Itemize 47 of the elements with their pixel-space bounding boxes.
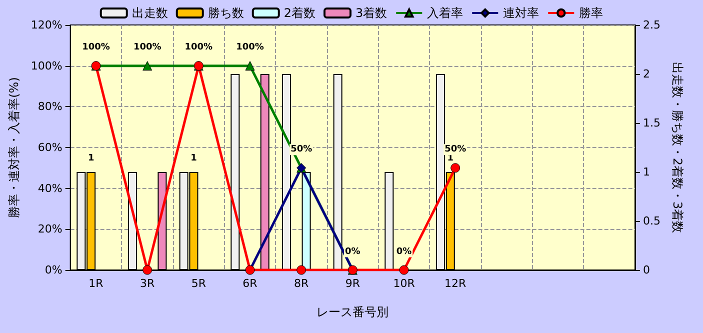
y2-tick-label: 0 (643, 264, 650, 276)
x-tick-label: 10R (393, 277, 416, 290)
y2-axis-title: 出走数・勝ち数・2着数・3着数 (670, 62, 684, 234)
point (245, 61, 255, 71)
data-label: 100% (82, 42, 110, 53)
x-tick-label: 6R (242, 277, 258, 290)
point (142, 61, 152, 71)
x-tick-label: 12R (444, 277, 467, 290)
data-label: 50% (290, 144, 312, 155)
y-tick-label: 100% (30, 59, 62, 72)
y-tick-label: 80% (38, 100, 62, 114)
data-label: 50% (444, 144, 466, 155)
data-label: 1 (190, 154, 197, 164)
point (296, 265, 306, 275)
point (450, 163, 460, 173)
x-tick-label: 5R (191, 277, 206, 290)
y-tick-label: 0% (44, 264, 62, 276)
x-tick-label: 8R (294, 277, 310, 290)
data-label: 0% (396, 246, 412, 257)
x-tick-label: 3R (140, 277, 156, 290)
legend-label: 出走数 (132, 6, 168, 20)
y2-tick-label: 0.5 (643, 214, 660, 228)
data-label: 0% (345, 246, 360, 257)
point (142, 265, 152, 275)
y2-tick-label: 1 (643, 166, 650, 178)
legend-label: 連対率 (503, 6, 540, 20)
y-tick-label: 40% (38, 182, 62, 195)
x-tick-label: 1R (88, 277, 104, 290)
y2-tick-label: 2.5 (643, 18, 660, 32)
y2-tick-label: 1.5 (643, 116, 660, 130)
y-tick-label: 60% (38, 141, 62, 154)
legend-label: 入着率 (427, 6, 464, 20)
data-label: 100% (133, 42, 162, 53)
y-tick-label: 20% (38, 222, 62, 236)
legend-label: 2着数 (284, 6, 316, 20)
point (399, 265, 409, 275)
y-tick-label: 120% (30, 18, 62, 32)
legend-label: 3着数 (356, 6, 388, 20)
data-label: 100% (236, 42, 264, 53)
legend-label: 勝率 (579, 6, 604, 20)
y2-tick-label: 2 (643, 68, 650, 80)
data-label: 1 (88, 154, 94, 164)
legend-label: 勝ち数 (208, 6, 244, 20)
data-label: 100% (184, 42, 213, 53)
x-tick-label: 9R (345, 277, 360, 290)
y-axis-title: 勝率・連対率・入着率(%) (7, 77, 21, 218)
x-axis-title: レース番号別 (316, 305, 389, 319)
